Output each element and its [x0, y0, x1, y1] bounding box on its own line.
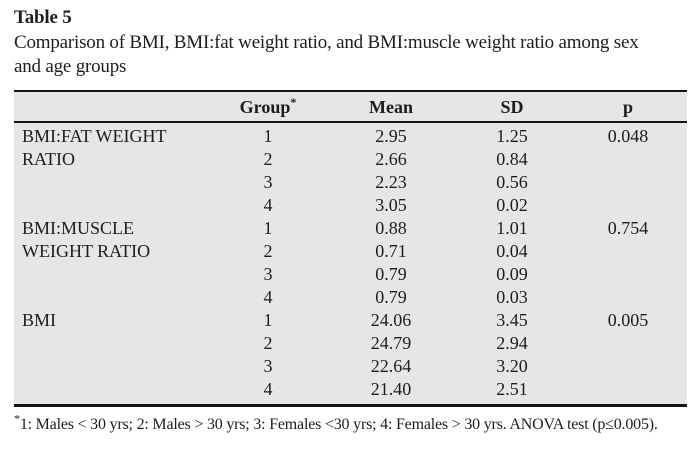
footnote-text: 1: Males < 30 yrs; 2: Males > 30 yrs; 3:… — [19, 416, 658, 433]
col-header-label — [14, 91, 209, 123]
sd-cell: 0.02 — [496, 195, 528, 215]
group-cell: 4 — [263, 287, 273, 307]
table-row: 2 24.79 2.94 — [14, 332, 687, 355]
mean-cell: 2.23 — [375, 172, 407, 192]
mean-cell: 22.64 — [370, 356, 412, 376]
col-header-group: Group* — [209, 91, 327, 123]
mean-cell: 2.95 — [375, 126, 407, 146]
header-row: Group* Mean SD p — [14, 91, 687, 123]
col-header-mean: Mean — [327, 91, 455, 123]
table-row: 3 22.64 3.20 — [14, 355, 687, 378]
table-row: 3 2.23 0.56 — [14, 171, 687, 194]
table-footnote: *1: Males < 30 yrs; 2: Males > 30 yrs; 3… — [14, 411, 687, 436]
group-cell: 4 — [263, 195, 273, 215]
row-label-bmi-fat-weight-ratio: BMI:FAT WEIGHT RATIO — [22, 126, 167, 169]
table-number-title: Table 5 — [14, 7, 72, 28]
sd-cell: 2.51 — [496, 379, 528, 399]
group-cell: 1 — [263, 126, 273, 146]
p-cell-empty — [569, 355, 687, 378]
group-cell: 2 — [263, 241, 273, 261]
table-row: 3 0.79 0.09 — [14, 263, 687, 286]
journal-table-page: Table 5 Comparison of BMI, BMI:fat weigh… — [14, 7, 687, 436]
group-cell: 4 — [263, 379, 273, 399]
p-cell-empty — [569, 332, 687, 355]
table-row: 4 21.40 2.51 — [14, 378, 687, 406]
table-row: 2 2.66 0.84 — [14, 148, 687, 171]
sd-cell: 2.94 — [496, 333, 528, 353]
group-cell: 3 — [263, 356, 273, 376]
mean-cell: 0.88 — [375, 218, 407, 238]
p-cell: 0.048 — [607, 126, 649, 146]
p-cell-empty — [569, 286, 687, 309]
p-cell-empty — [569, 263, 687, 286]
table-row: BMI 1 24.06 3.45 0.005 — [14, 309, 687, 332]
sd-cell: 1.01 — [496, 218, 528, 238]
row-label-bmi: BMI — [22, 310, 57, 330]
sd-cell: 3.45 — [496, 310, 528, 330]
sd-cell: 3.20 — [496, 356, 528, 376]
mean-cell: 21.40 — [370, 379, 412, 399]
group-cell: 1 — [263, 310, 273, 330]
group-cell: 2 — [263, 149, 273, 169]
sd-cell: 0.04 — [496, 241, 528, 261]
sd-cell: 0.56 — [496, 172, 528, 192]
mean-cell: 24.06 — [370, 310, 412, 330]
p-cell: 0.005 — [607, 310, 649, 330]
table-row: 4 3.05 0.02 — [14, 194, 687, 217]
table-caption: Comparison of BMI, BMI:fat weight ratio,… — [14, 32, 639, 77]
group-cell: 3 — [263, 264, 273, 284]
group-cell: 2 — [263, 333, 273, 353]
p-cell-empty — [569, 171, 687, 194]
table-row: BMI:MUSCLE WEIGHT RATIO 1 0.88 1.01 0.75… — [14, 217, 687, 261]
table-row: 2 0.71 0.04 — [14, 240, 687, 263]
mean-cell: 0.71 — [375, 241, 407, 261]
sd-cell: 1.25 — [496, 126, 528, 146]
col-header-sd: SD — [455, 91, 569, 123]
table-row: 4 0.79 0.03 — [14, 286, 687, 309]
mean-cell: 2.66 — [375, 149, 407, 169]
col-header-group-text: Group — [239, 97, 291, 117]
data-table: Group* Mean SD p BMI:FAT WEIGHT RATIO 1 … — [14, 90, 687, 407]
footnote-marker-superscript: * — [290, 95, 297, 109]
mean-cell: 0.79 — [375, 287, 407, 307]
col-header-p: p — [569, 91, 687, 123]
p-cell-empty — [569, 194, 687, 217]
table-row: BMI:FAT WEIGHT RATIO 1 2.95 1.25 0.048 — [14, 122, 687, 169]
p-cell-empty — [569, 240, 687, 263]
p-cell-empty — [569, 148, 687, 171]
group-cell: 1 — [263, 218, 273, 238]
mean-cell: 0.79 — [375, 264, 407, 284]
sd-cell: 0.03 — [496, 287, 528, 307]
p-cell-empty — [569, 378, 687, 406]
p-cell: 0.754 — [607, 218, 649, 238]
sd-cell: 0.84 — [496, 149, 528, 169]
sd-cell: 0.09 — [496, 264, 528, 284]
mean-cell: 3.05 — [375, 195, 407, 215]
row-label-bmi-muscle-weight-ratio: BMI:MUSCLE WEIGHT RATIO — [22, 218, 151, 261]
footnote-marker: * — [14, 411, 20, 426]
group-cell: 3 — [263, 172, 273, 192]
mean-cell: 24.79 — [370, 333, 412, 353]
